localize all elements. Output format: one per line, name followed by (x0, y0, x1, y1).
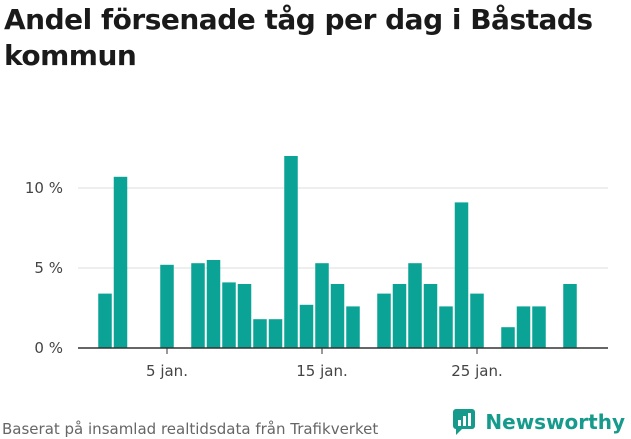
bar (377, 293, 391, 348)
bar (516, 306, 531, 348)
bar (268, 319, 283, 348)
bar (408, 263, 422, 348)
newsworthy-logo-icon (453, 409, 476, 435)
bar (454, 202, 469, 348)
bar (346, 306, 360, 348)
bar (392, 284, 407, 348)
x-axis-ticks: 5 jan. 15 jan. 25 jan. (146, 348, 503, 380)
bar (532, 306, 546, 348)
bar (563, 284, 577, 348)
bar (439, 306, 453, 348)
bar (470, 293, 484, 348)
bar (315, 263, 329, 348)
gridlines (78, 187, 608, 269)
bar (191, 263, 205, 348)
bar (253, 319, 267, 348)
bar (299, 304, 314, 348)
bar (206, 260, 221, 348)
y-tick-label: 0 % (34, 339, 63, 357)
bar (160, 264, 174, 348)
y-axis-ticks: 0 % 5 % 10 % (25, 179, 63, 357)
bar (237, 284, 252, 348)
bar (98, 293, 112, 348)
y-tick-label: 5 % (34, 259, 63, 277)
brand-logo[interactable]: Newsworthy (453, 408, 625, 436)
chart-title: Andel försenade tåg per dag i Båstads ko… (4, 3, 593, 72)
bar (113, 176, 128, 348)
bars (98, 156, 577, 348)
bar (330, 284, 345, 348)
bar (222, 282, 236, 348)
x-tick-label: 25 jan. (451, 362, 503, 380)
bar (284, 156, 298, 348)
bar (423, 284, 438, 348)
brand-name: Newsworthy (485, 410, 625, 434)
x-tick-label: 5 jan. (146, 362, 188, 380)
bar (501, 327, 515, 348)
source-footer: Baserat på insamlad realtidsdata från Tr… (2, 420, 379, 438)
x-tick-label: 15 jan. (296, 362, 348, 380)
y-tick-label: 10 % (25, 179, 63, 197)
